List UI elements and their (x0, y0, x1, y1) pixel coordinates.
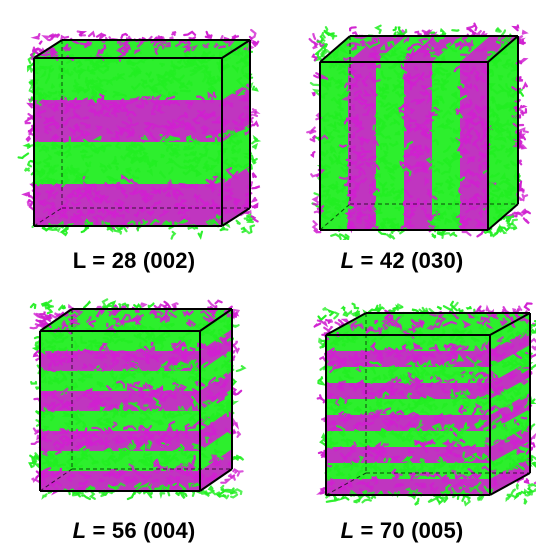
box-wireframe (319, 35, 519, 231)
caption-l28: L = 28 (002) (0, 248, 268, 274)
box-wireframe (39, 308, 233, 492)
panel-l70: L = 70 (005) (268, 273, 536, 546)
caption-value: 70 (379, 518, 405, 543)
caption-variable: L (72, 518, 87, 543)
caption-value: 28 (111, 248, 137, 273)
caption-variable: L (72, 248, 86, 273)
lamellae-render-l56 (28, 298, 247, 501)
polymer-chains (313, 300, 536, 507)
caption-value: 56 (111, 518, 137, 543)
caption-l42: L = 42 (030) (268, 248, 536, 274)
caption-variable: L (340, 248, 355, 273)
caption-equals: = (86, 248, 112, 273)
caption-equals: = (86, 518, 112, 543)
lamellae-render-l70 (313, 300, 536, 507)
caption-variable: L (340, 518, 355, 543)
box-hidden-edges (325, 313, 530, 496)
caption-index: (002) (142, 248, 196, 273)
box-hidden-edges (33, 40, 250, 227)
caption-value: 42 (379, 248, 405, 273)
panel-l42: L = 42 (030) (268, 0, 536, 273)
caption-index: (005) (411, 518, 464, 543)
box-wireframe (33, 39, 251, 227)
panel-l28: L = 28 (002) (0, 0, 268, 273)
caption-l56: L = 56 (004) (0, 518, 268, 544)
caption-index: (030) (411, 248, 464, 273)
lamella-band (404, 36, 462, 230)
box-wireframe (325, 312, 531, 496)
panel-l56: L = 56 (004) (0, 273, 268, 546)
caption-equals: = (354, 248, 380, 273)
lamellae-render-l28 (17, 28, 262, 240)
box-hidden-edges (39, 309, 232, 492)
box-hidden-edges (319, 36, 518, 231)
lamella-band (40, 369, 232, 411)
caption-equals: = (354, 518, 380, 543)
caption-l70: L = 70 (005) (268, 518, 536, 544)
caption-index: (004) (143, 518, 196, 543)
lamellae-render-l42 (306, 22, 531, 240)
